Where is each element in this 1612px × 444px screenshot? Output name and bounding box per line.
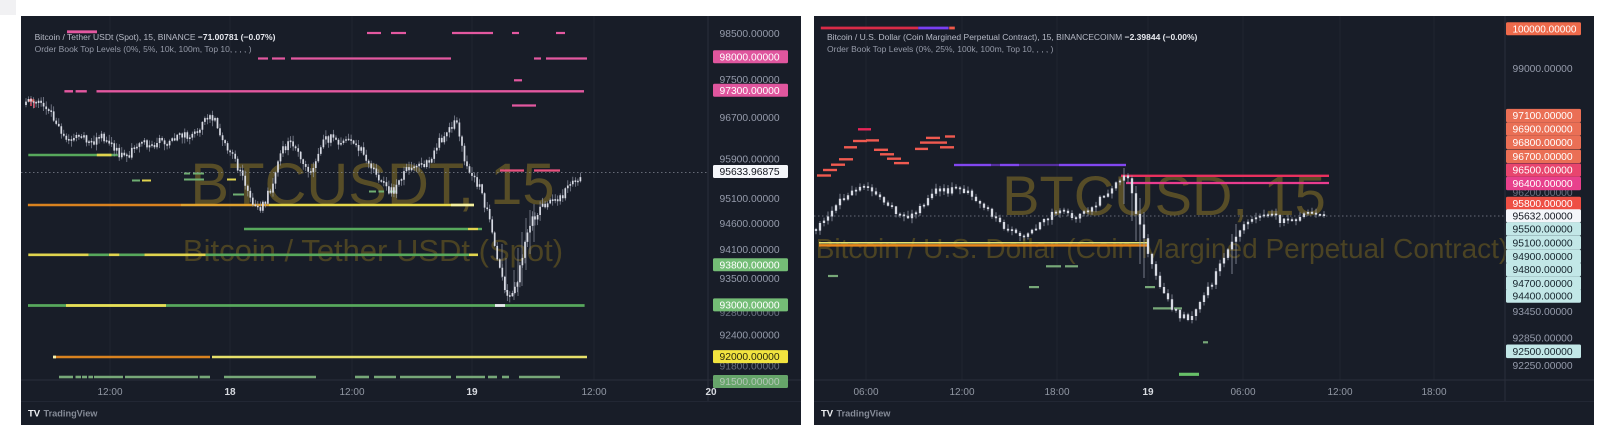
svg-text:92850.00000: 92850.00000: [1513, 334, 1573, 345]
svg-text:Order Book Top Levels (0%, 25%: Order Book Top Levels (0%, 25%, 100k, 10…: [827, 44, 1054, 54]
svg-text:96200.00000: 96200.00000: [1513, 188, 1573, 199]
svg-text:20: 20: [705, 387, 717, 398]
svg-text:94400.00000: 94400.00000: [1513, 292, 1573, 303]
svg-text:94900.00000: 94900.00000: [1513, 252, 1573, 263]
svg-text:TV: TV: [28, 409, 41, 420]
svg-text:BTCUSD, 15: BTCUSD, 15: [1002, 164, 1326, 227]
svg-text:92000.00000: 92000.00000: [720, 352, 780, 363]
svg-text:97100.00000: 97100.00000: [1513, 111, 1573, 122]
svg-text:12:00: 12:00: [581, 387, 606, 398]
svg-text:92250.00000: 92250.00000: [1513, 361, 1573, 372]
svg-text:96400.00000: 96400.00000: [1513, 179, 1573, 190]
svg-text:96700.00000: 96700.00000: [720, 113, 780, 124]
svg-text:06:00: 06:00: [1230, 387, 1255, 398]
svg-text:19: 19: [466, 387, 478, 398]
svg-text:TV: TV: [821, 409, 834, 420]
svg-text:18: 18: [224, 387, 236, 398]
svg-text:92800.00000: 92800.00000: [720, 308, 780, 319]
svg-text:93800.00000: 93800.00000: [720, 260, 780, 271]
svg-text:94800.00000: 94800.00000: [1513, 265, 1573, 276]
svg-text:12:00: 12:00: [97, 387, 122, 398]
svg-text:99000.00000: 99000.00000: [1513, 64, 1573, 75]
svg-text:Bitcoin / Tether USDt (Spot),: Bitcoin / Tether USDt (Spot), 15, BINANC…: [35, 32, 276, 42]
svg-text:93000.00000: 93000.00000: [720, 301, 780, 312]
svg-text:95100.00000: 95100.00000: [1513, 238, 1573, 249]
svg-text:100000.00000: 100000.00000: [1513, 24, 1577, 35]
svg-text:Order Book Top Levels (0%, 5%,: Order Book Top Levels (0%, 5%, 10k, 100m…: [35, 44, 252, 54]
svg-text:95100.00000: 95100.00000: [720, 194, 780, 205]
svg-text:92500.00000: 92500.00000: [1513, 347, 1573, 358]
svg-text:94600.00000: 94600.00000: [720, 219, 780, 230]
svg-text:12:00: 12:00: [1327, 387, 1352, 398]
svg-text:97300.00000: 97300.00000: [720, 86, 780, 97]
svg-text:92400.00000: 92400.00000: [720, 331, 780, 342]
svg-text:91800.00000: 91800.00000: [720, 362, 780, 373]
svg-text:93500.00000: 93500.00000: [720, 274, 780, 285]
svg-text:95500.00000: 95500.00000: [1513, 225, 1573, 236]
svg-text:12:00: 12:00: [339, 387, 364, 398]
svg-text:95900.00000: 95900.00000: [720, 154, 780, 165]
svg-text:91500.00000: 91500.00000: [720, 377, 780, 388]
svg-text:TradingView: TradingView: [44, 409, 99, 419]
svg-text:94100.00000: 94100.00000: [720, 245, 780, 256]
svg-text:96800.00000: 96800.00000: [1513, 138, 1573, 149]
svg-text:96700.00000: 96700.00000: [1513, 152, 1573, 163]
svg-text:98000.00000: 98000.00000: [720, 52, 780, 63]
svg-text:95800.00000: 95800.00000: [1513, 199, 1573, 210]
svg-text:06:00: 06:00: [853, 387, 878, 398]
svg-text:98500.00000: 98500.00000: [720, 29, 780, 40]
svg-text:96500.00000: 96500.00000: [1513, 166, 1573, 177]
svg-text:19: 19: [1142, 387, 1154, 398]
svg-text:94700.00000: 94700.00000: [1513, 279, 1573, 290]
svg-text:18:00: 18:00: [1421, 387, 1446, 398]
svg-text:93450.00000: 93450.00000: [1513, 307, 1573, 318]
svg-text:Bitcoin / U.S. Dollar (Coin Ma: Bitcoin / U.S. Dollar (Coin Margined Per…: [827, 32, 1198, 42]
svg-text:18:00: 18:00: [1044, 387, 1069, 398]
svg-text:Bitcoin / U.S. Dollar (Coin Ma: Bitcoin / U.S. Dollar (Coin Margined Per…: [816, 233, 1509, 264]
svg-text:95633.96875: 95633.96875: [720, 167, 780, 178]
svg-text:95632.00000: 95632.00000: [1513, 211, 1573, 222]
svg-text:96900.00000: 96900.00000: [1513, 125, 1573, 136]
svg-text:97500.00000: 97500.00000: [720, 75, 780, 86]
svg-text:12:00: 12:00: [949, 387, 974, 398]
svg-text:TradingView: TradingView: [837, 409, 892, 419]
